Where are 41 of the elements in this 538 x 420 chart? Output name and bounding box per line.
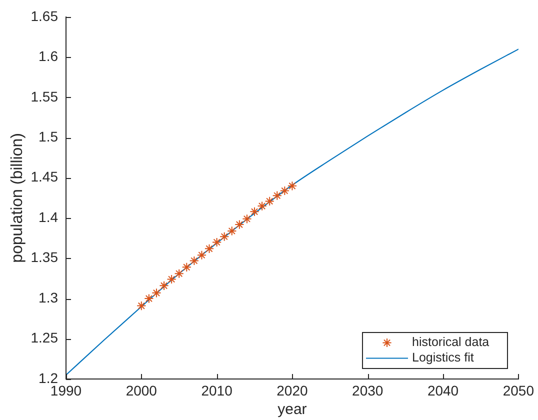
legend-label: Logistics fit xyxy=(412,350,474,365)
point xyxy=(250,206,260,216)
point xyxy=(182,262,192,272)
y-tick-label: 1.55 xyxy=(30,88,58,104)
x-axis-title: year xyxy=(278,401,307,418)
point xyxy=(242,214,252,224)
y-tick-label: 1.45 xyxy=(30,168,58,185)
x-tick-label: 2050 xyxy=(502,382,534,398)
y-tick-label: 1.3 xyxy=(38,289,58,306)
point xyxy=(136,300,146,311)
point xyxy=(159,280,169,290)
point xyxy=(174,268,184,278)
point xyxy=(227,226,237,236)
x-tick-label: 2010 xyxy=(201,382,233,398)
y-tick-label: 1.35 xyxy=(30,249,58,266)
point xyxy=(144,294,154,304)
y-tick-label: 1.5 xyxy=(38,128,58,145)
y-tick-label: 1.6 xyxy=(38,48,58,64)
point xyxy=(166,274,176,284)
line-series xyxy=(66,48,518,376)
x-tick-label: 2030 xyxy=(352,382,384,398)
y-tick-label: 1.4 xyxy=(38,208,58,225)
point xyxy=(280,186,290,196)
y-tick-label: 1.25 xyxy=(30,330,58,346)
y-tick-label: 1.65 xyxy=(30,8,58,24)
y-axis-title: population (billion) xyxy=(9,133,26,263)
point xyxy=(204,244,214,254)
x-tick-label: 2000 xyxy=(126,382,158,398)
point xyxy=(287,181,298,191)
point xyxy=(196,250,207,260)
x-tick-label: 2040 xyxy=(427,382,459,398)
point xyxy=(189,256,199,266)
legend-label: historical data xyxy=(412,335,490,350)
x-tick-label: 2020 xyxy=(276,382,308,398)
point xyxy=(212,237,222,248)
point xyxy=(234,220,244,230)
point xyxy=(152,288,162,298)
point xyxy=(257,201,267,211)
point xyxy=(220,232,230,242)
point xyxy=(264,196,274,206)
point xyxy=(272,190,282,200)
